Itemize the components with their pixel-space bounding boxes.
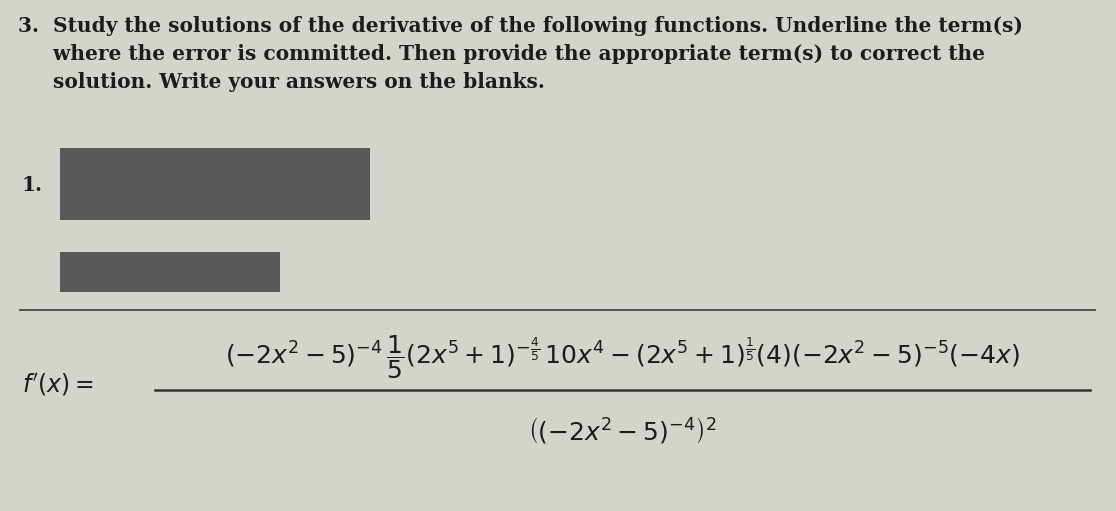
Text: 1.: 1.	[22, 175, 44, 195]
Text: solution. Write your answers on the blanks.: solution. Write your answers on the blan…	[18, 72, 545, 92]
Text: 3.  Study the solutions of the derivative of the following functions. Underline : 3. Study the solutions of the derivative…	[18, 16, 1023, 36]
Bar	[60, 148, 371, 220]
Text: $\left((-2x^2-5)^{-4}\right)^2$: $\left((-2x^2-5)^{-4}\right)^2$	[528, 415, 716, 445]
Text: $(-2x^2-5)^{-4}\,\dfrac{1}{5}(2x^5+1)^{-\frac{4}{5}}\,10x^4-(2x^5+1)^{\frac{1}{5: $(-2x^2-5)^{-4}\,\dfrac{1}{5}(2x^5+1)^{-…	[225, 333, 1020, 381]
Text: where the error is committed. Then provide the appropriate term(s) to correct th: where the error is committed. Then provi…	[18, 44, 985, 64]
Bar	[60, 252, 280, 292]
Text: $f'(x)=$: $f'(x)=$	[22, 371, 94, 398]
